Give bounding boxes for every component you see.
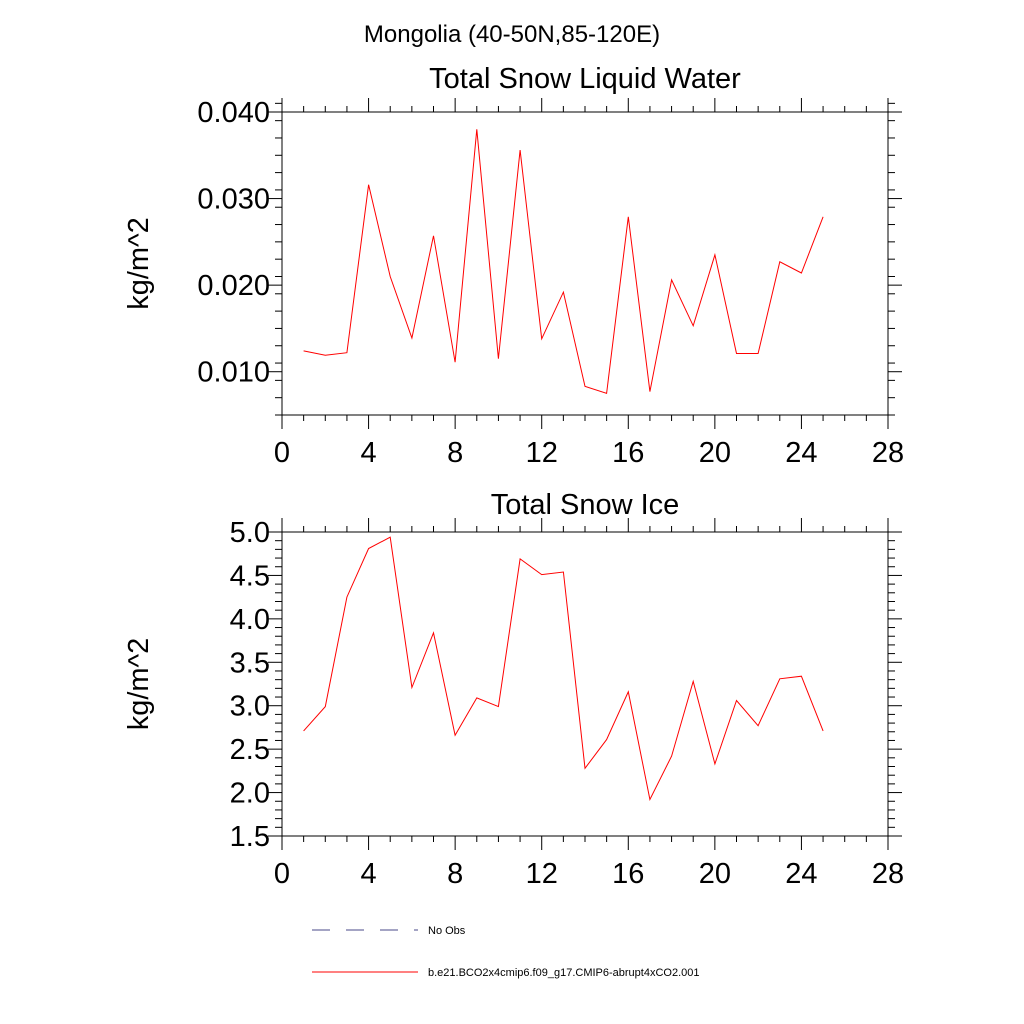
data-point xyxy=(454,361,457,364)
data-point xyxy=(519,557,522,560)
data-point xyxy=(584,767,587,770)
data-point xyxy=(497,357,500,360)
data-point xyxy=(800,675,803,678)
y-tick-label: 3.5 xyxy=(230,647,270,679)
data-point xyxy=(410,686,413,689)
data-point xyxy=(302,349,305,352)
data-point xyxy=(778,260,781,263)
x-tick-label: 20 xyxy=(699,437,731,469)
x-tick-label: 24 xyxy=(785,858,817,890)
data-point xyxy=(454,734,457,737)
data-point xyxy=(670,755,673,758)
x-tick-label: 28 xyxy=(872,437,904,469)
data-point xyxy=(562,291,565,294)
data-point xyxy=(324,354,327,357)
data-point xyxy=(432,631,435,634)
x-tick-label: 20 xyxy=(699,858,731,890)
y-tick-label: 3.0 xyxy=(230,691,270,723)
y-tick-label: 1.5 xyxy=(230,821,270,853)
data-point xyxy=(605,738,608,741)
x-tick-label: 16 xyxy=(612,437,644,469)
data-point xyxy=(648,798,651,801)
data-point xyxy=(345,351,348,354)
y-tick-label: 2.5 xyxy=(230,734,270,766)
data-point xyxy=(778,677,781,680)
data-point xyxy=(757,724,760,727)
data-point xyxy=(713,253,716,256)
data-point xyxy=(302,729,305,732)
data-point xyxy=(713,762,716,765)
data-point xyxy=(800,272,803,275)
x-tick-label: 28 xyxy=(872,858,904,890)
x-tick-label: 8 xyxy=(447,437,463,469)
data-point xyxy=(432,234,435,237)
series-line xyxy=(303,129,824,395)
legend: No Obs b.e21.BCO2x4cmip6.f09_g17.CMIP6-a… xyxy=(312,925,700,979)
data-point xyxy=(648,390,651,393)
x-tick-label: 8 xyxy=(447,858,463,890)
y-tick-label: 2.0 xyxy=(230,778,270,810)
data-point xyxy=(670,278,673,281)
x-tick-label: 24 xyxy=(785,437,817,469)
data-point xyxy=(540,337,543,340)
data-point xyxy=(497,705,500,708)
plot-frame xyxy=(281,111,889,416)
data-point xyxy=(367,183,370,186)
y-tick-label: 4.5 xyxy=(230,560,270,592)
x-tick-label: 0 xyxy=(274,858,290,890)
data-point xyxy=(627,215,630,218)
panel-snow-liquid-water: Total Snow Liquid Water kg/m^2 0 4 8 12 16 20 24… xyxy=(123,63,904,469)
x-tick-label: 12 xyxy=(526,437,558,469)
data-point xyxy=(692,324,695,327)
y-tick-label: 0.010 xyxy=(197,357,270,389)
series-line xyxy=(303,536,824,802)
data-point xyxy=(519,149,522,152)
plot-frame xyxy=(281,531,889,837)
x-tick-label: 4 xyxy=(361,437,377,469)
chart-title: Total Snow Ice xyxy=(491,489,680,521)
data-point xyxy=(475,696,478,699)
data-point xyxy=(605,392,608,395)
x-tick-label: 12 xyxy=(526,858,558,890)
y-tick-label: 5.0 xyxy=(230,517,270,549)
data-point xyxy=(367,547,370,550)
legend-model-label: b.e21.BCO2x4cmip6.f09_g17.CMIP6-abrupt4x… xyxy=(428,967,700,979)
x-tick-label: 0 xyxy=(274,437,290,469)
y-tick-label: 0.040 xyxy=(197,97,270,129)
data-point xyxy=(389,275,392,278)
data-point xyxy=(345,596,348,599)
legend-obs-label: No Obs xyxy=(428,925,466,937)
data-point xyxy=(475,128,478,131)
x-tick-label: 16 xyxy=(612,858,644,890)
y-tick-label: 0.020 xyxy=(197,270,270,302)
data-point xyxy=(627,690,630,693)
data-point xyxy=(692,680,695,683)
figure-supertitle: Mongolia (40-50N,85-120E) xyxy=(364,21,660,48)
data-point xyxy=(822,729,825,732)
data-point xyxy=(410,336,413,339)
chart-title: Total Snow Liquid Water xyxy=(429,63,741,95)
data-point xyxy=(735,699,738,702)
data-point xyxy=(324,705,327,708)
data-point xyxy=(540,573,543,576)
y-axis-label: kg/m^2 xyxy=(123,217,155,310)
y-axis-label: kg/m^2 xyxy=(123,638,155,731)
y-tick-label: 0.030 xyxy=(197,184,270,216)
data-point xyxy=(735,352,738,355)
panel-snow-ice: Total Snow Ice kg/m^2 0 4 8 12 16 20 24 28 1.5 2.0 2… xyxy=(123,489,904,890)
data-point xyxy=(822,215,825,218)
y-tick-label: 4.0 xyxy=(230,604,270,636)
data-point xyxy=(562,570,565,573)
data-point xyxy=(389,536,392,539)
x-tick-label: 4 xyxy=(361,858,377,890)
data-point xyxy=(584,385,587,388)
data-point xyxy=(757,352,760,355)
